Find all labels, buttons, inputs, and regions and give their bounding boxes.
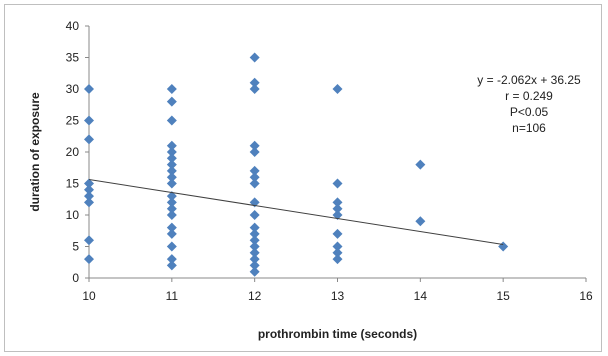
data-point	[166, 228, 177, 239]
data-point	[84, 235, 94, 246]
x-tick-label: 14	[414, 289, 428, 303]
data-point	[166, 159, 177, 170]
data-point	[415, 159, 426, 170]
data-point	[249, 254, 260, 265]
data-point	[498, 241, 509, 252]
data-point	[166, 165, 177, 176]
data-point	[332, 241, 343, 252]
data-point	[249, 52, 260, 63]
y-tick-label: 35	[66, 51, 80, 65]
data-point	[166, 140, 177, 151]
x-tick-label: 12	[248, 289, 262, 303]
data-point	[166, 147, 177, 157]
data-points	[84, 52, 509, 277]
data-point	[249, 210, 260, 220]
y-tick-label: 0	[72, 271, 79, 285]
data-point	[166, 178, 177, 189]
data-point	[84, 84, 94, 94]
data-point	[249, 260, 260, 271]
scatter-chart: 0 5 10 15 20 25 30 35 40 10 11 12 13 14 15 16 duration…	[28, 19, 593, 341]
x-tick-label: 15	[496, 289, 510, 303]
data-point	[249, 84, 260, 94]
data-point	[249, 222, 260, 233]
data-point	[332, 228, 343, 239]
y-tick-label: 15	[66, 177, 80, 191]
data-point	[84, 197, 94, 208]
y-tick-label: 20	[66, 145, 80, 159]
data-point	[249, 228, 260, 239]
data-point	[166, 172, 177, 183]
x-axis-ticks: 10 11 12 13 14 15 16	[82, 278, 593, 303]
data-point	[249, 172, 260, 183]
x-tick-label: 13	[331, 289, 345, 303]
x-tick-label: 10	[82, 289, 96, 303]
chart-axes	[88, 26, 586, 279]
data-point	[249, 235, 260, 246]
data-point	[166, 203, 177, 214]
data-point	[84, 134, 94, 145]
y-axis-label: duration of exposure	[28, 92, 42, 212]
data-point	[166, 260, 177, 271]
data-point	[166, 153, 177, 164]
trendline	[88, 179, 504, 245]
data-point	[84, 254, 94, 265]
data-point	[166, 222, 177, 233]
y-tick-label: 10	[66, 208, 80, 222]
data-point	[249, 266, 260, 277]
data-point	[84, 191, 94, 202]
data-point	[332, 178, 343, 189]
data-point	[332, 203, 343, 214]
x-axis-label: prothrombin time (seconds)	[258, 327, 417, 341]
data-point	[166, 254, 177, 265]
data-point	[166, 197, 177, 208]
annotation-line: y = -2.062x + 36.25	[477, 73, 581, 87]
y-axis-ticks: 0 5 10 15 20 25 30 35 40	[66, 19, 89, 285]
data-point	[84, 115, 94, 126]
data-point	[415, 216, 426, 227]
data-point	[166, 191, 177, 202]
data-point	[249, 178, 260, 189]
annotation-line: r = 0.249	[505, 89, 553, 103]
data-point	[249, 77, 260, 88]
y-tick-label: 5	[72, 240, 79, 254]
data-point	[332, 84, 343, 94]
y-tick-label: 25	[66, 114, 80, 128]
data-point	[332, 197, 343, 208]
data-point	[84, 184, 94, 195]
annotation-line: n=106	[512, 121, 546, 135]
data-point	[166, 96, 177, 107]
x-tick-label: 11	[166, 289, 179, 303]
data-point	[249, 241, 260, 252]
data-point	[249, 165, 260, 176]
data-point	[166, 241, 177, 252]
data-point	[249, 140, 260, 151]
data-point	[249, 147, 260, 157]
data-point	[166, 210, 177, 220]
x-tick-label: 16	[579, 289, 593, 303]
y-tick-label: 40	[66, 19, 80, 33]
data-point	[332, 254, 343, 265]
chart-frame: 0 5 10 15 20 25 30 35 40 10 11 12 13 14 15 16 duration…	[4, 4, 602, 352]
data-point	[249, 247, 260, 258]
data-point	[332, 247, 343, 258]
data-point	[166, 84, 177, 94]
regression-annotations: y = -2.062x + 36.25 r = 0.249 P<0.05 n=106	[477, 73, 581, 135]
y-tick-label: 30	[66, 82, 80, 96]
data-point	[166, 115, 177, 126]
data-point	[332, 210, 343, 220]
annotation-line: P<0.05	[510, 105, 549, 119]
data-point	[84, 178, 94, 189]
